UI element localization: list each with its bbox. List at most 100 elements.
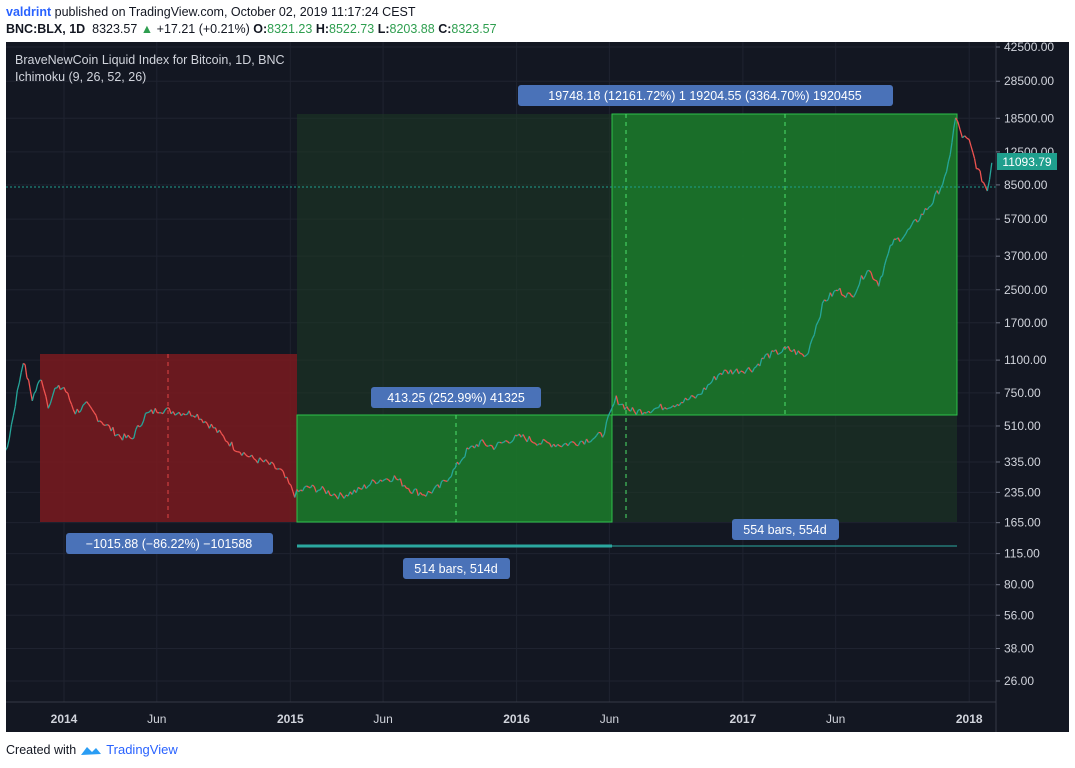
price-segment	[922, 208, 926, 215]
price-segment	[607, 411, 611, 416]
x-tick-label: 2017	[730, 712, 757, 726]
price-segment	[986, 179, 991, 192]
price-segment	[662, 407, 666, 411]
price-segment	[105, 423, 108, 426]
price-segment	[585, 438, 590, 443]
price-segment	[649, 410, 653, 414]
price-segment	[779, 351, 783, 354]
y-tick-label: 750.00	[1004, 386, 1041, 400]
y-tick-label: 5700.00	[1004, 212, 1048, 226]
price-segment	[107, 424, 110, 427]
x-tick-label: Jun	[373, 712, 392, 726]
price-segment	[396, 478, 399, 481]
price-segment	[410, 492, 413, 495]
price-segment	[672, 405, 676, 408]
open-label: O:	[253, 22, 268, 36]
price-segment	[942, 176, 946, 185]
price-segment	[233, 449, 237, 452]
price-segment	[540, 439, 544, 445]
price-segment	[953, 117, 957, 129]
y-axis[interactable]: 42500.0028500.0018500.0012500.008500.005…	[996, 42, 1054, 688]
price-segment	[800, 352, 803, 355]
price-segment	[343, 494, 347, 499]
price-segment	[231, 441, 235, 451]
price-segment	[951, 128, 955, 143]
price-segment	[74, 408, 78, 415]
price-segment	[37, 380, 41, 385]
author-link[interactable]: valdrint	[6, 5, 52, 19]
price-segment	[371, 479, 375, 482]
chart-container[interactable]: BraveNewCoin Liquid Index for Bitcoin, 1…	[6, 42, 1069, 732]
y-tick-label: 2500.00	[1004, 283, 1048, 297]
tradingview-brand[interactable]: TradingView	[106, 742, 178, 757]
price-segment	[547, 441, 550, 444]
price-segment	[602, 433, 606, 438]
x-tick-label: Jun	[826, 712, 845, 726]
price-segment	[22, 362, 26, 366]
price-segment	[907, 228, 911, 231]
price-segment	[347, 491, 351, 497]
price-segment	[711, 376, 715, 382]
price-segment	[890, 244, 893, 247]
x-tick-label: 2015	[277, 712, 304, 726]
price-segment	[695, 394, 699, 399]
price-chart[interactable]: BraveNewCoin Liquid Index for Bitcoin, 1…	[6, 42, 1069, 732]
price-segment	[210, 423, 214, 429]
annotation-label-green2: 19748.18 (12161.72%) 1 19204.55 (3364.70…	[518, 85, 893, 106]
price-segment	[979, 170, 983, 182]
price-segment	[272, 463, 277, 469]
price-segment	[154, 408, 158, 413]
price-segment	[315, 489, 319, 493]
price-segment	[839, 288, 843, 296]
price-segment	[748, 367, 751, 371]
price-segment	[259, 457, 263, 461]
price-segment	[887, 245, 891, 254]
price-segment	[599, 432, 604, 438]
price-segment	[510, 439, 514, 443]
price-segment	[42, 388, 47, 397]
price-segment	[730, 369, 734, 375]
price-segment	[590, 439, 593, 443]
price-segment	[825, 299, 829, 302]
price-segment	[555, 443, 559, 448]
price-segment	[605, 415, 610, 423]
price-segment	[833, 289, 837, 292]
price-segment	[446, 477, 450, 482]
price-segment	[142, 413, 147, 422]
plot-area[interactable]	[6, 42, 996, 702]
price-segment	[968, 139, 972, 147]
price-segment	[91, 409, 95, 413]
price-segment	[803, 354, 807, 358]
price-segment	[257, 457, 261, 464]
price-segment	[245, 454, 249, 458]
price-segment	[470, 445, 473, 448]
ticker-change: +17.21 (+0.21%)	[156, 22, 250, 36]
price-segment	[265, 459, 269, 463]
price-segment	[286, 477, 290, 484]
price-segment	[403, 485, 408, 489]
price-segment	[659, 403, 664, 411]
price-segment	[431, 488, 435, 494]
price-segment	[872, 278, 876, 281]
publish-info: valdrint published on TradingView.com, O…	[6, 5, 416, 19]
price-segment	[495, 442, 499, 448]
price-segment	[433, 485, 437, 490]
price-segment	[841, 294, 845, 297]
price-segment	[761, 357, 764, 360]
x-tick-label: 2014	[51, 712, 78, 726]
price-segment	[49, 395, 54, 404]
tradingview-logo-icon	[81, 746, 102, 755]
price-segment	[966, 137, 970, 141]
price-segment	[390, 480, 393, 483]
price-segment	[387, 479, 391, 483]
price-segment	[99, 420, 103, 423]
indicator-label: Ichimoku (9, 26, 52, 26)	[15, 70, 146, 84]
price-segment	[425, 491, 429, 497]
footer: Created with TradingView	[6, 742, 178, 757]
price-segment	[57, 384, 62, 390]
price-segment	[797, 350, 801, 354]
price-segment	[483, 442, 487, 447]
price-segment	[18, 371, 22, 384]
price-segment	[477, 440, 482, 447]
x-axis[interactable]: 2014 Jun 2015 Jun 2016 Jun 2017 Jun 2018	[51, 712, 983, 726]
